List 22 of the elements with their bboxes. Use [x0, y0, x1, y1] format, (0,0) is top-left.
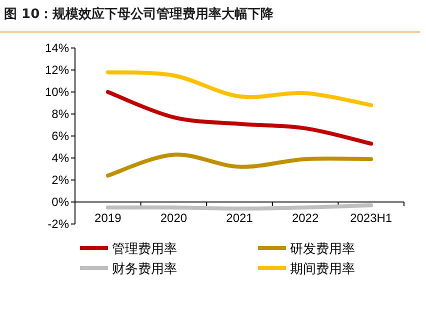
chart-title: 图 10：规模效应下母公司管理费用率大幅下降	[4, 6, 275, 22]
line-series	[106, 70, 374, 108]
x-tick-label: 2021	[226, 211, 254, 225]
x-tick-label: 2020	[160, 211, 188, 225]
line-series	[106, 152, 374, 178]
y-tick-label: 6%	[52, 129, 70, 143]
y-tick-label: 12%	[44, 63, 70, 77]
y-tick-label: 10%	[44, 85, 70, 99]
x-tick-label: 2023H1	[350, 211, 392, 225]
y-tick-label: 0%	[52, 195, 70, 209]
legend-label: 期间费用率	[290, 261, 355, 277]
line-series	[106, 90, 374, 146]
y-tick-label: 2%	[52, 173, 70, 187]
legend-label: 研发费用率	[290, 241, 355, 257]
y-tick-label: 4%	[52, 151, 70, 165]
legend-label: 财务费用率	[112, 261, 177, 277]
y-tick-label: -2%	[48, 217, 70, 231]
x-tick-label: 2019	[94, 211, 122, 225]
legend-label: 管理费用率	[112, 241, 177, 257]
x-tick-label: 2022	[292, 211, 319, 225]
y-tick-label: 14%	[44, 41, 70, 55]
y-tick-label: 8%	[52, 107, 70, 121]
